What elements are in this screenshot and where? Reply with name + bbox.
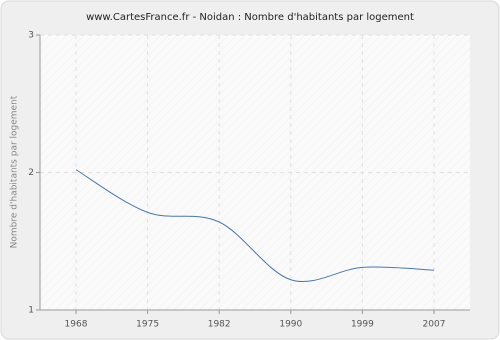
y-tick-label: 3: [28, 31, 34, 41]
y-axis-label: Nombre d'habitants par logement: [10, 95, 20, 248]
line: [75, 169, 435, 282]
y-tick-label: 1: [28, 306, 34, 316]
plot-area: [40, 35, 470, 310]
grid: [40, 34, 470, 311]
chart-title: www.CartesFrance.fr - Noidan : Nombre d'…: [86, 12, 414, 23]
x-tick-label: 2007: [423, 320, 446, 330]
x-tick-label: 1999: [351, 320, 374, 330]
marks: [75, 169, 435, 282]
x-tick-label: 1968: [65, 320, 88, 330]
y-tick-label: 2: [28, 168, 34, 178]
x-tick-label: 1990: [279, 320, 302, 330]
x-tick-label: 1975: [136, 320, 159, 330]
x-tick-label: 1982: [208, 320, 231, 330]
